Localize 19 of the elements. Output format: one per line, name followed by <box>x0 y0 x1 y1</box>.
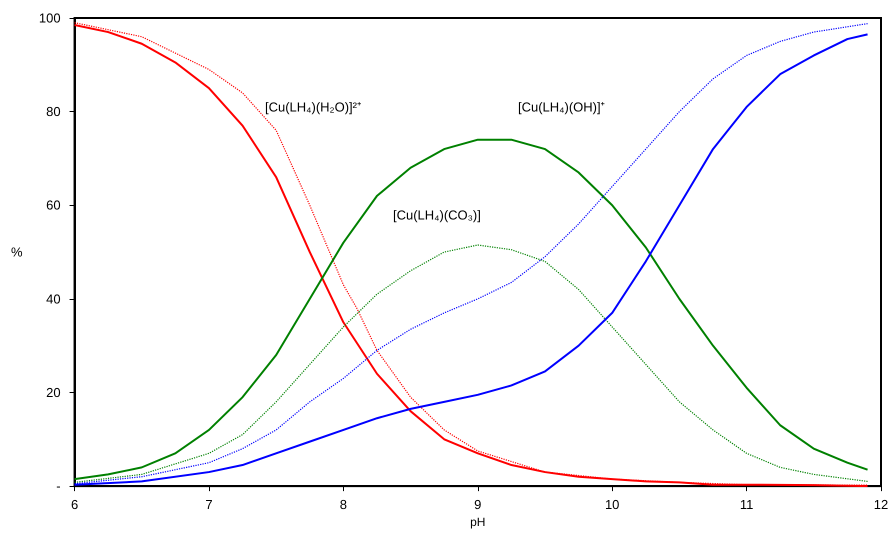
y-tick-label: 80 <box>46 104 61 120</box>
x-tick-label: 12 <box>874 497 888 512</box>
annotation: [Cu(LH₄)(H₂O)]²⁺ <box>265 100 361 114</box>
x-axis-title: pH <box>470 515 486 529</box>
y-tick-label: - <box>56 478 61 494</box>
x-tick-label: 10 <box>604 497 620 512</box>
x-tick-label: 9 <box>474 497 482 512</box>
y-tick-label: 40 <box>46 291 61 306</box>
x-tick-label: 7 <box>205 497 213 512</box>
annotation: [Cu(LH₄)(CO₃)] <box>393 208 481 222</box>
x-tick-label: 6 <box>70 497 78 512</box>
line-series <box>74 138 869 480</box>
x-tick-label: 11 <box>740 497 754 512</box>
y-tick-label: 60 <box>46 198 61 213</box>
y-tick-label: 20 <box>46 384 61 400</box>
x-tick-label: 8 <box>340 497 347 512</box>
y-tick-label: 100 <box>38 10 61 26</box>
y-axis-title: % <box>10 244 23 260</box>
annotation: [Cu(LH₄)(OH)]⁺ <box>518 100 605 114</box>
